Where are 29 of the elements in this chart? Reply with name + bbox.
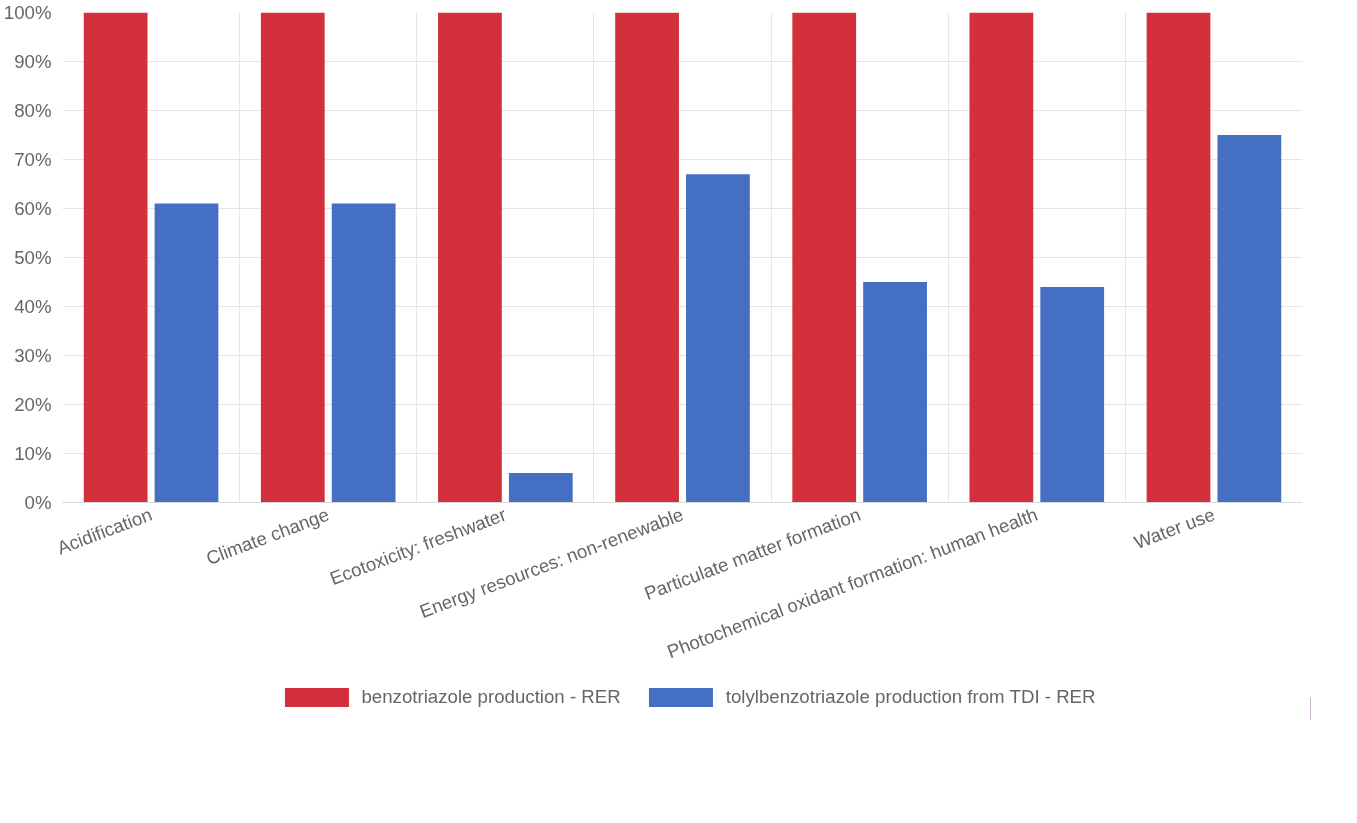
y-tick-label: 20% [14, 394, 52, 415]
bar [1040, 286, 1105, 503]
legend-label: benzotriazole production - RER [361, 686, 621, 708]
bar [969, 12, 1034, 503]
bar [331, 203, 396, 503]
y-tick-label: 40% [14, 296, 52, 317]
bar [615, 12, 679, 503]
bar [792, 12, 857, 503]
bar [508, 473, 573, 503]
y-tick-label: 90% [14, 51, 52, 72]
x-tick-label: Climate change [203, 503, 332, 569]
y-tick-label: 60% [14, 198, 52, 219]
bar [260, 12, 325, 503]
y-tick-label: 50% [14, 247, 52, 268]
bar [1217, 135, 1282, 503]
y-tick-label: 80% [14, 100, 52, 121]
x-tick-label: Water use [1131, 503, 1218, 554]
y-tick-label: 30% [14, 345, 52, 366]
y-tick-label: 70% [14, 149, 52, 170]
bar [1146, 12, 1211, 503]
legend-label: tolylbenzotriazole production from TDI - RER [725, 686, 1096, 708]
bar [154, 203, 219, 503]
bar [83, 12, 148, 503]
bar [863, 282, 927, 503]
y-tick-label: 10% [14, 443, 52, 464]
y-tick-label: 0% [24, 492, 52, 513]
bar [686, 174, 750, 503]
bar [438, 12, 502, 503]
y-tick-label: 100% [3, 2, 52, 23]
